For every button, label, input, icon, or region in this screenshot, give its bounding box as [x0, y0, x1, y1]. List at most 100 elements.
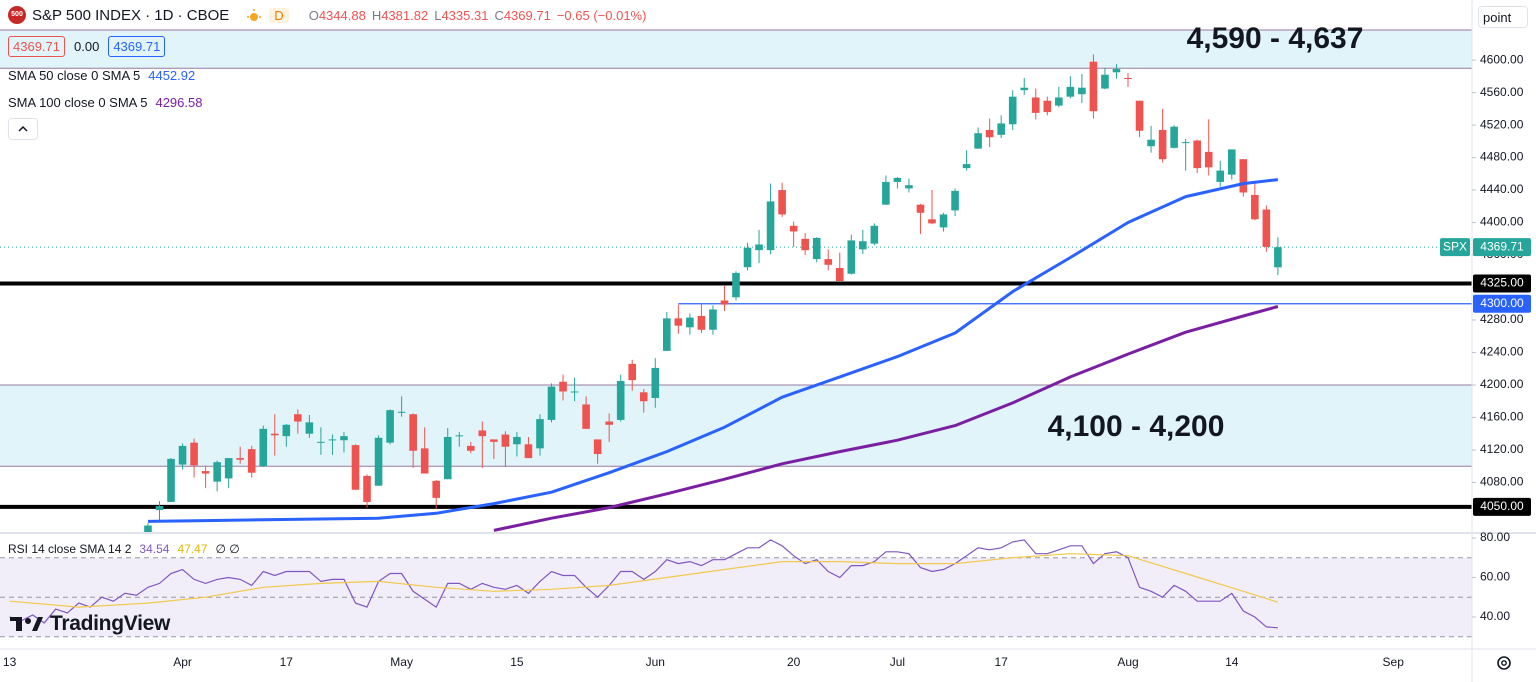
candle-body: [1008, 96, 1017, 125]
candle-body: [962, 164, 971, 169]
indicator-name[interactable]: SMA 100 close 0 SMA 5: [8, 95, 148, 110]
indicator-name[interactable]: RSI 14 close SMA 14 2: [8, 542, 132, 556]
candle-body: [882, 181, 890, 205]
candle-body: [951, 190, 959, 211]
ohlc-value: 4335.31: [441, 7, 489, 23]
candle-body: [847, 240, 856, 274]
candle-body: [201, 471, 210, 474]
bid-box[interactable]: 4369.71: [8, 36, 65, 57]
candle-body: [1089, 61, 1098, 112]
candle-body: [732, 272, 740, 298]
candle-body: [697, 315, 706, 330]
y-tick-label: 4280.00: [1480, 312, 1524, 326]
candle-body: [928, 219, 936, 224]
candle-body: [536, 419, 544, 449]
candle-body: [1031, 97, 1040, 113]
gear-center[interactable]: [1501, 660, 1507, 666]
candle-body: [1055, 97, 1063, 106]
y-tick-label: 4600.00: [1480, 52, 1524, 66]
candle-body: [1158, 129, 1167, 160]
brand-logo[interactable]: TradingView: [10, 612, 170, 636]
zone: [0, 384, 1472, 467]
indicator-value: 4452.92: [148, 68, 196, 83]
ask-box[interactable]: 4369.71: [108, 36, 166, 57]
y-tick-label: 4560.00: [1480, 85, 1524, 99]
x-tick-label: 14: [1225, 655, 1239, 669]
market-sun-icon: [247, 9, 262, 21]
spread: 0.00: [74, 39, 100, 54]
candle-body: [1216, 170, 1225, 182]
y-tick-label: 4080.00: [1480, 475, 1524, 489]
candle-body: [1066, 86, 1075, 97]
candle-body: [628, 363, 637, 381]
candle-body: [213, 462, 221, 482]
symbol-badge: [1440, 238, 1470, 257]
brand-icon: [10, 617, 43, 631]
x-tick-label: 20: [787, 655, 801, 669]
level-badge-label: 4050.00: [1480, 499, 1524, 513]
symbol-title[interactable]: S&P 500 INDEX · 1D · CBOE: [32, 6, 230, 24]
chevron-icon[interactable]: [9, 119, 37, 139]
candle-body: [455, 435, 464, 437]
rsi-value: 34.54: [139, 542, 170, 556]
empty-plots: ∅ ∅: [215, 542, 240, 556]
level-badge-label: 4325.00: [1480, 276, 1524, 290]
status-badge: D: [269, 7, 289, 23]
sma-line: [147, 178, 1279, 523]
scale-mode-button[interactable]: point: [1478, 6, 1528, 28]
candle-body: [513, 436, 521, 445]
zone-label: 4,590 - 4,637: [1187, 22, 1364, 55]
candle-body: [547, 386, 556, 420]
candle-body: [801, 238, 809, 251]
candle-body: [916, 204, 925, 213]
y-tick-label: 4200.00: [1480, 377, 1524, 391]
quote-boxes: 4369.71 0.00 4369.71: [8, 36, 166, 57]
candle-body: [432, 480, 441, 498]
candle-body: [559, 381, 567, 392]
brand-name: TradingView: [50, 612, 171, 635]
candle-body: [524, 444, 533, 459]
candle-body: [1078, 87, 1086, 95]
gear-ring[interactable]: [1497, 656, 1511, 670]
candle-body: [294, 414, 302, 422]
candle-body: [778, 190, 786, 215]
candle-body: [155, 506, 164, 511]
candle-body: [835, 268, 844, 282]
candle-body: [1020, 87, 1029, 91]
indicator-name[interactable]: SMA 50 close 0 SMA 5: [8, 68, 141, 83]
candle-body: [1124, 77, 1132, 79]
candle-body: [1170, 126, 1178, 148]
ohlc-prefix: L: [434, 7, 442, 23]
candle-body: [270, 433, 279, 436]
candle-body: [812, 237, 821, 260]
price-pane: 4,590 - 4,637 4,100 - 4,200: [0, 22, 1472, 532]
candle-body: [178, 445, 187, 465]
candle-body: [639, 392, 648, 402]
ohlc-value: 4369.71: [503, 7, 551, 23]
x-tick-label: Jul: [890, 655, 905, 669]
candle-body: [167, 458, 175, 502]
zone: [0, 30, 1472, 69]
candle-body: [893, 177, 902, 182]
candle-body: [363, 475, 371, 502]
settings-gear[interactable]: [1497, 656, 1511, 670]
y-tick-label: 4440.00: [1480, 182, 1524, 196]
candle-body: [1135, 100, 1144, 131]
symbol-badge-label: SPX: [1443, 239, 1467, 253]
collapse-button[interactable]: [8, 118, 38, 140]
candle-body: [259, 428, 268, 467]
candle-body: [1193, 140, 1201, 169]
candle-body: [420, 448, 429, 474]
candle-body: [443, 436, 452, 480]
candle-body: [190, 442, 198, 466]
candle-body: [985, 129, 994, 138]
zone-label: 4,100 - 4,200: [1048, 410, 1225, 443]
candle-body: [766, 201, 775, 251]
price-badge: [1473, 238, 1531, 257]
candle-body: [490, 439, 498, 442]
candle-body: [397, 411, 406, 413]
candle-body: [824, 259, 833, 265]
